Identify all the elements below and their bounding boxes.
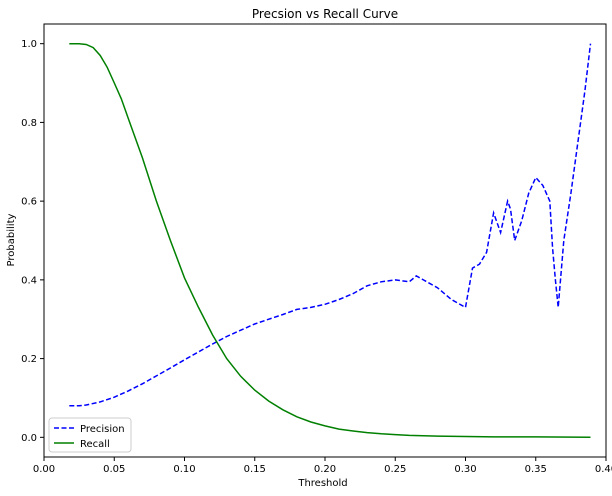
x-tick-label: 0.40 <box>595 464 612 475</box>
x-tick-label: 0.20 <box>314 464 336 475</box>
y-tick-label: 0.4 <box>21 275 37 286</box>
x-tick-label: 0.15 <box>244 464 266 475</box>
series-layer <box>69 42 592 439</box>
y-tick-label: 0.0 <box>21 433 37 444</box>
y-tick-label: 0.6 <box>21 197 37 208</box>
y-axis-label: Probability <box>6 213 17 266</box>
y-tick-label: 1.0 <box>21 39 37 50</box>
y-tick-label: 0.2 <box>21 354 37 365</box>
x-tick-label: 0.10 <box>173 464 195 475</box>
legend-label-precision: Precision <box>80 424 125 435</box>
y-tick-label: 0.8 <box>21 118 37 129</box>
y-axis: 0.0 0.2 0.4 0.6 0.8 1.0 <box>21 39 44 444</box>
x-tick-label: 0.25 <box>384 464 406 475</box>
x-tick-label: 0.35 <box>525 464 547 475</box>
x-tick-label: 0.00 <box>33 464 55 475</box>
x-tick-label: 0.30 <box>454 464 476 475</box>
series-line-precision <box>69 43 592 407</box>
legend: Precision Recall <box>48 417 132 453</box>
x-tick-label: 0.05 <box>103 464 125 475</box>
series-line-recall <box>69 42 591 439</box>
chart-title: Precsion vs Recall Curve <box>252 7 398 21</box>
plot-area <box>43 23 607 458</box>
legend-label-recall: Recall <box>80 439 110 450</box>
x-axis-label: Threshold <box>297 478 347 489</box>
x-axis: 0.00 0.05 0.10 0.15 0.20 0.25 0.30 0.35 0.40 <box>33 457 612 475</box>
